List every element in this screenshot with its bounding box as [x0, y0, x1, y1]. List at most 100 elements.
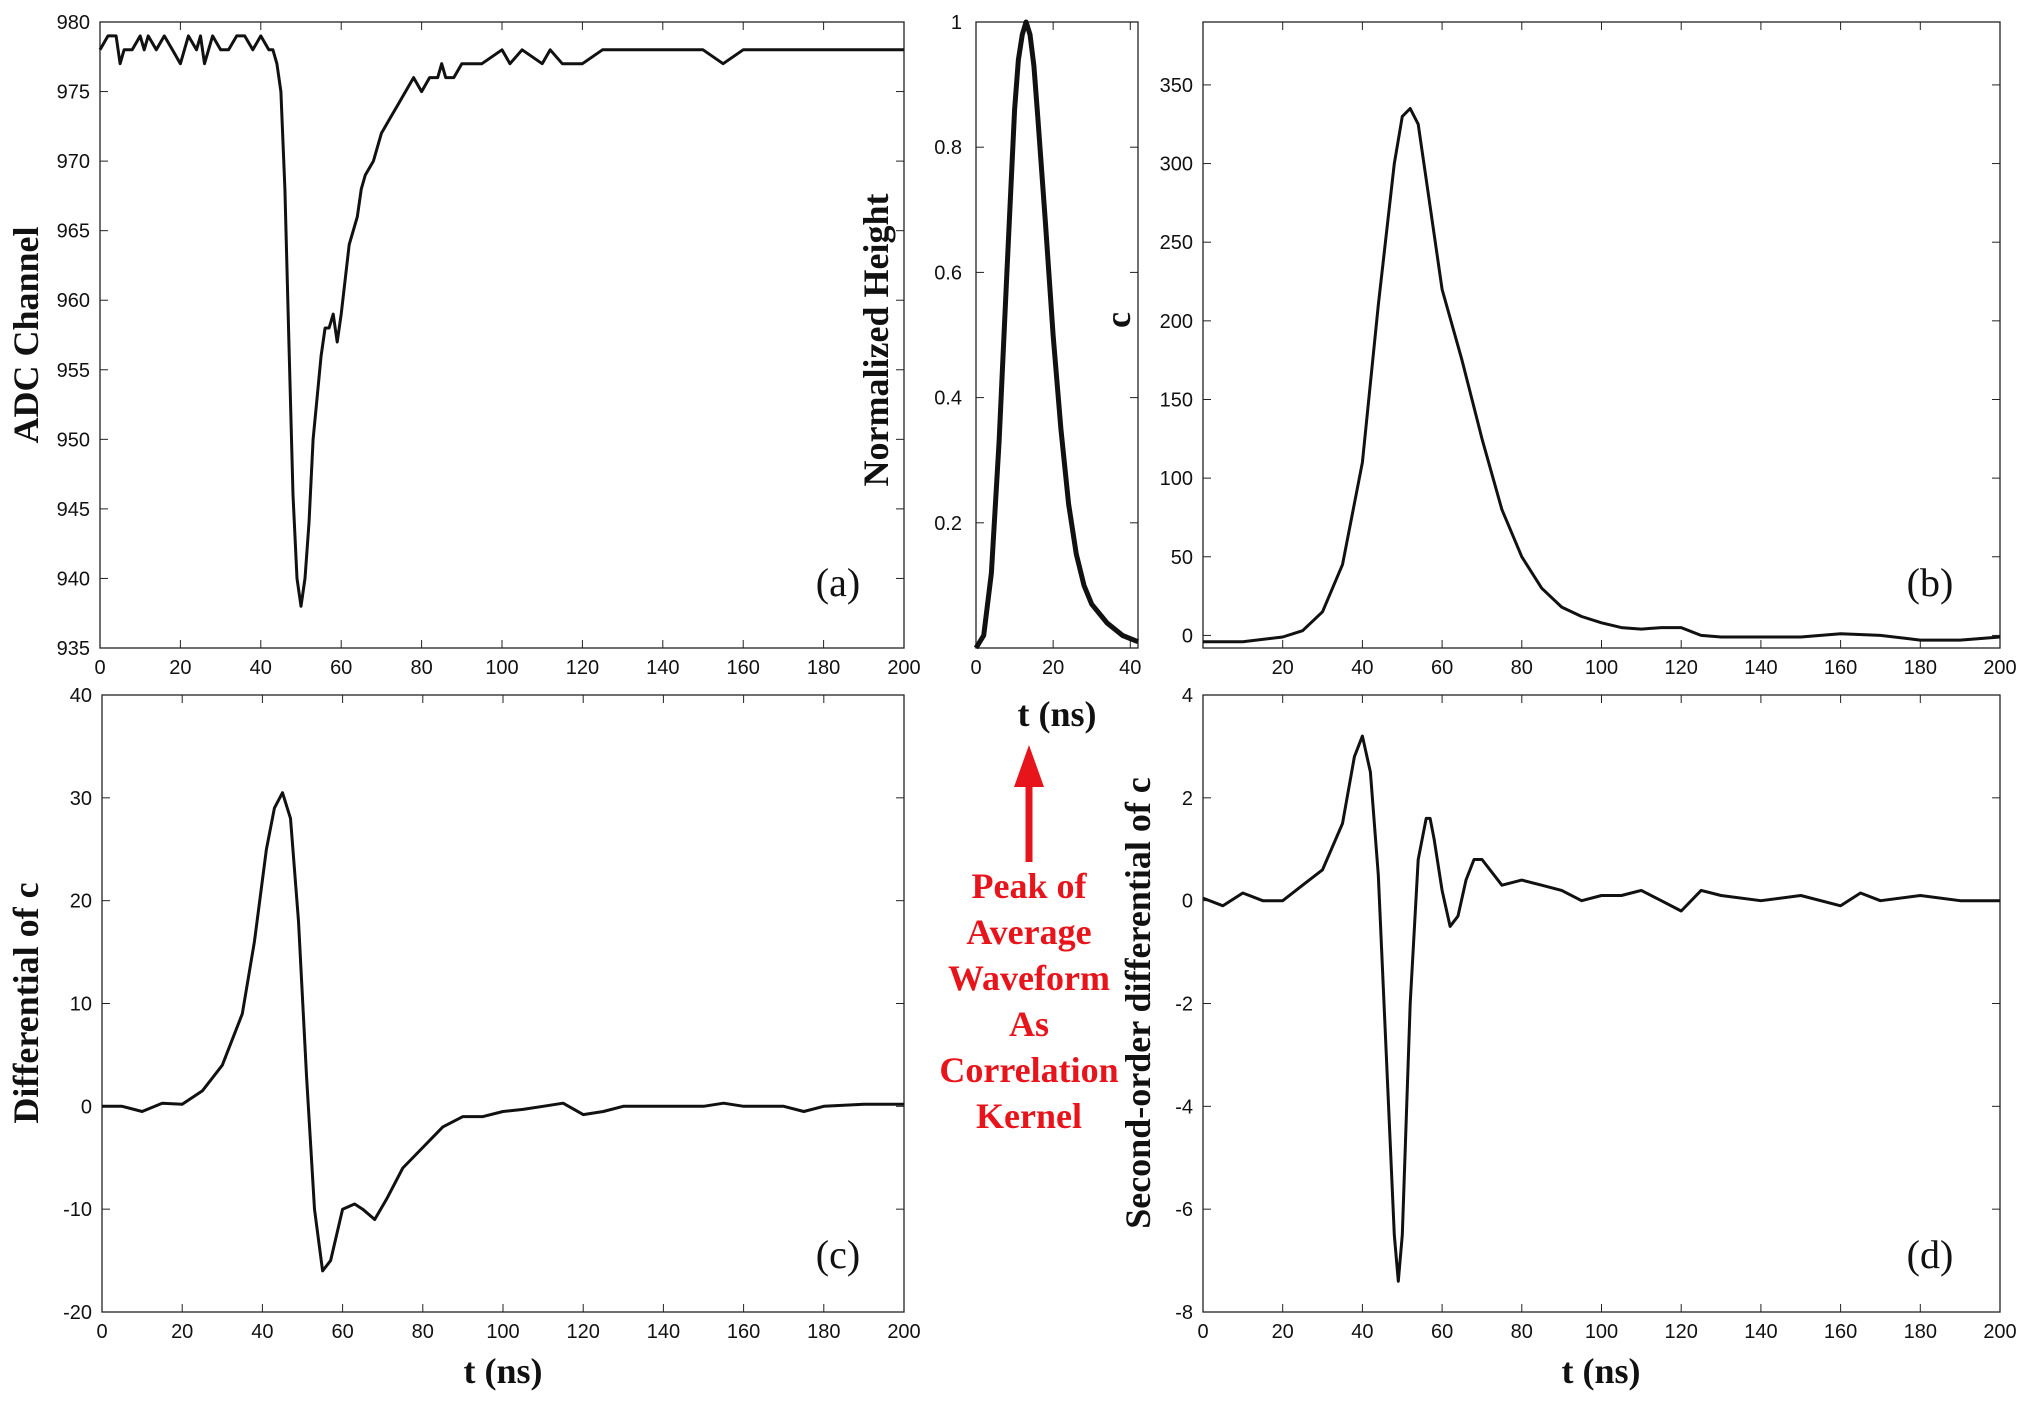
- y-axis-label: ADC Channel: [6, 226, 46, 443]
- y-tick-label: 970: [57, 151, 90, 173]
- y-tick-label: 200: [1160, 311, 1193, 333]
- x-tick-label: 100: [1585, 1321, 1618, 1343]
- y-tick-label: -10: [63, 1199, 92, 1221]
- x-tick-label: 0: [970, 657, 981, 679]
- annotation-line-6: Kernel: [976, 1096, 1082, 1136]
- y-tick-label: 2: [1182, 788, 1193, 810]
- x-tick-label: 60: [331, 1321, 353, 1343]
- y-tick-label: 20: [70, 891, 92, 913]
- x-tick-label: 160: [727, 657, 760, 679]
- x-tick-label: 0: [96, 1321, 107, 1343]
- y-tick-label: 300: [1160, 154, 1193, 176]
- x-tick-label: 80: [412, 1321, 434, 1343]
- x-tick-label: 20: [169, 657, 191, 679]
- y-tick-label: -8: [1175, 1302, 1193, 1324]
- x-tick-label: 20: [1042, 657, 1064, 679]
- y-tick-label: 250: [1160, 232, 1193, 254]
- y-tick-label: -20: [63, 1302, 92, 1324]
- y-axis-label: Second-order differential of c: [1118, 777, 1158, 1229]
- y-tick-label: 1: [951, 12, 962, 34]
- x-tick-label: 80: [1511, 657, 1533, 679]
- plot-frame: [1202, 21, 2001, 649]
- x-tick-label: 160: [727, 1321, 760, 1343]
- y-tick-label: 0: [1182, 625, 1193, 647]
- y-tick-label: 0: [81, 1096, 92, 1118]
- x-tick-label: 180: [1904, 1321, 1937, 1343]
- y-tick-label: 30: [70, 788, 92, 810]
- y-tick-label: -2: [1175, 994, 1193, 1016]
- x-tick-label: 60: [1431, 657, 1453, 679]
- panel-a-ADC-waveform: 0 20 40 60 80 100 120 140 160 180 200 935 940 945 950 9…: [6, 12, 921, 679]
- y-tick-label: 960: [57, 290, 90, 312]
- x-tick-label: 200: [887, 1321, 920, 1343]
- y-tick-label: -4: [1175, 1096, 1193, 1118]
- y-tick-label: 0.6: [934, 262, 962, 284]
- plot-frame: [99, 21, 905, 649]
- y-axis-label: Normalized Height: [856, 194, 896, 487]
- y-tick-label: 0.8: [934, 137, 962, 159]
- y-tick-label: -6: [1175, 1199, 1193, 1221]
- x-tick-label: 120: [566, 657, 599, 679]
- y-axis-label: c: [1098, 312, 1138, 328]
- annotation-arrow: [1014, 745, 1044, 862]
- panel-label: (a): [816, 560, 860, 605]
- y-tick-label: 955: [57, 360, 90, 382]
- x-tick-label: 120: [1665, 1321, 1698, 1343]
- annotation-line-3: Waveform: [948, 958, 1110, 998]
- y-tick-label: 150: [1160, 389, 1193, 411]
- series-line-b: [1203, 107, 2001, 644]
- x-tick-label: 100: [1585, 657, 1618, 679]
- series-line-a: [98, 34, 904, 608]
- x-tick-label: 20: [1272, 657, 1294, 679]
- panel-c-differential: 0 20 40 60 80 100 120 140 160 180 200 -20 -10 0 10 20 30…: [6, 685, 921, 1391]
- x-tick-label: 80: [1511, 1321, 1533, 1343]
- x-tick-label: 0: [94, 657, 105, 679]
- x-tick-label: 60: [330, 657, 352, 679]
- series-line-c: [102, 791, 904, 1273]
- y-tick-label: 10: [70, 994, 92, 1016]
- x-tick-label: 180: [807, 1321, 840, 1343]
- x-tick-label: 140: [1744, 657, 1777, 679]
- y-tick-label: 100: [1160, 468, 1193, 490]
- y-tick-label: 350: [1160, 75, 1193, 97]
- x-tick-label: 140: [647, 1321, 680, 1343]
- y-tick-label: 0: [1182, 891, 1193, 913]
- y-tick-label: 40: [70, 685, 92, 707]
- y-tick-label: 50: [1171, 547, 1193, 569]
- y-tick-label: 945: [57, 499, 90, 521]
- x-tick-label: 60: [1431, 1321, 1453, 1343]
- x-axis-label: t (ns): [1562, 1351, 1641, 1391]
- x-tick-label: 160: [1824, 657, 1857, 679]
- x-tick-label: 40: [1351, 657, 1373, 679]
- x-tick-label: 20: [171, 1321, 193, 1343]
- annotation-line-2: Average: [966, 912, 1091, 952]
- series-line-d: [1202, 734, 2000, 1283]
- plot-frame: [975, 21, 1139, 649]
- annotation-line-5: Correlation: [939, 1050, 1118, 1090]
- plot-frame: [1202, 694, 2001, 1313]
- y-tick-label: 0.4: [934, 388, 962, 410]
- series-line-kernel: [973, 19, 1139, 650]
- x-tick-label: 120: [567, 1321, 600, 1343]
- y-tick-label: 940: [57, 568, 90, 590]
- x-tick-label: 140: [646, 657, 679, 679]
- panel-d-second-order-differential: 0 20 40 60 80 100 120 140 160 180 200 -8 -6 -4 -2 0 2 4 (d…: [1118, 685, 2017, 1391]
- y-tick-label: 0.2: [934, 513, 962, 535]
- panel-label: (b): [1907, 560, 1954, 605]
- x-tick-label: 100: [485, 657, 518, 679]
- y-tick-label: 965: [57, 221, 90, 243]
- panel-b-correlation: 20 40 60 80 100 120 140 160 180 200 0 50 100 150 200 25…: [1098, 21, 2017, 679]
- x-tick-label: 0: [1197, 1321, 1208, 1343]
- x-tick-label: 40: [1351, 1321, 1373, 1343]
- y-tick-label: 4: [1182, 685, 1193, 707]
- x-tick-label: 200: [1983, 1321, 2016, 1343]
- plot-frame: [101, 694, 905, 1313]
- x-tick-label: 200: [1983, 657, 2016, 679]
- x-tick-label: 200: [887, 657, 920, 679]
- x-tick-label: 180: [807, 657, 840, 679]
- x-tick-label: 20: [1272, 1321, 1294, 1343]
- x-axis-label: t (ns): [464, 1351, 543, 1391]
- y-tick-label: 975: [57, 82, 90, 104]
- panel-label: (d): [1907, 1232, 1954, 1277]
